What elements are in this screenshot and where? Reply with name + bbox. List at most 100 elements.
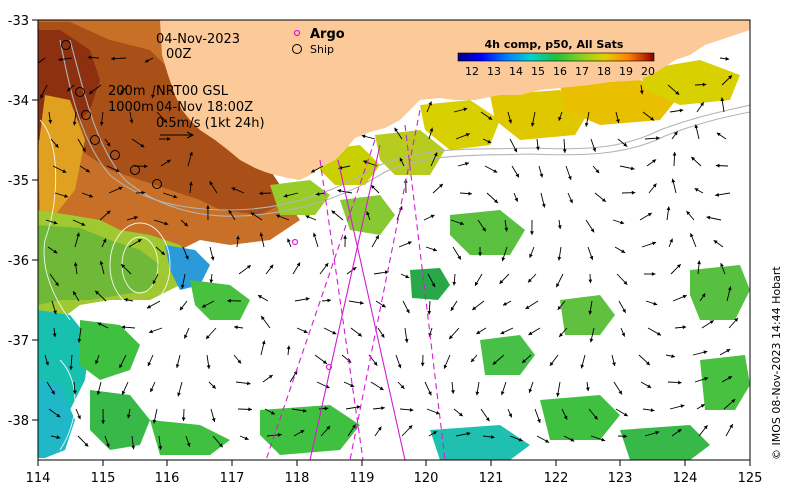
current-vector-head [163,119,168,123]
plot-frame [37,19,751,461]
current-vector-head [147,304,151,309]
current-vector-head [650,408,655,412]
current-vector-head [673,131,678,136]
current-vector-head [406,309,410,314]
current-vector-head [106,210,111,215]
current-vector-head [327,298,331,303]
current-vector-head [121,390,126,395]
current-vector-head [490,435,495,439]
current-vector-head [102,238,107,243]
current-vector-head [541,203,546,208]
bathymetry-contours [59,39,750,217]
current-vector-head [563,415,568,420]
current-vector-head [312,232,317,237]
current-vector-head [363,160,368,164]
x-tick-label: 115 [91,471,116,486]
current-vector-head [639,90,644,95]
current-vector-head [590,228,595,233]
current-vector-head [557,305,562,310]
colorbar-tick-label: 14 [509,65,523,78]
current-vector-head [518,437,523,442]
current-vector-head [248,407,252,412]
x-tick-label: 120 [414,471,439,486]
current-vector-head [475,391,480,396]
current-vector-head [592,147,597,152]
current-vector-head [478,252,482,256]
current-vector-head [623,434,627,439]
current-vector-head [593,415,598,420]
ship-legend-icon [292,44,302,54]
argo-legend-label: Argo [310,27,345,42]
current-vector-head [167,137,171,141]
current-vector-head [164,221,169,226]
current-vector-head [209,279,214,284]
current-vector-head [45,361,49,366]
current-vector-head [151,94,155,99]
current-vector-head [73,291,77,296]
current-vector-head [133,216,138,220]
credit-text: © IMOS 08-Nov-2023 14:44 Hobart [770,266,783,460]
current-vector-head [679,108,684,113]
scale-label: 0.5m/s (1kt 24h) [156,116,265,131]
current-vector-head [69,366,73,370]
current-vector-head [589,255,594,260]
current-vector-head [703,350,708,355]
current-vector-head [124,298,128,302]
y-axis [32,19,38,421]
current-vector-head [352,424,356,429]
current-vector-head [118,186,123,191]
current-vector-head [227,298,231,303]
current-vector-head [359,300,364,305]
current-vector-head [680,404,685,408]
current-vector-head [569,199,573,204]
current-vector-head [728,75,732,80]
current-vector-head [206,365,211,369]
current-vector-head [488,116,493,120]
current-vector-head [568,175,572,180]
current-vector-head [430,214,435,219]
current-vector-head [678,380,682,385]
current-vector-head [189,151,193,156]
colorbar-tick-label: 20 [641,65,655,78]
current-vector-head [653,301,658,306]
current-vector-head [487,139,492,144]
x-tick-label: 121 [479,471,504,486]
current-vector-head [303,329,308,333]
current-vector-head [366,211,370,216]
current-vector-head [501,257,506,262]
current-vector-head [152,419,157,424]
current-vector-head [400,384,405,389]
depth-200-label: 200m [108,84,145,99]
current-vector-head [647,213,652,217]
current-vector-head [147,362,152,367]
current-vector-head [144,164,148,169]
current-vector-head [499,279,504,284]
current-vector-head [468,191,472,196]
current-vector [38,57,46,64]
current-vector-head [405,274,410,279]
current-vector-head [716,132,721,137]
current-vector-head [584,122,589,127]
current-vector-head [630,166,635,171]
current-vector-head [621,249,626,253]
current-vector-head [322,360,327,364]
current-vector-head [433,152,438,157]
y-tick-label: -35 [8,174,29,189]
current-vector-head [701,293,706,298]
current-vector-head [185,255,189,260]
current-vector-head [48,119,53,124]
current-vector-head [120,90,125,94]
current-vector-head [694,188,699,192]
current-vector-head [408,425,413,430]
current-vector-head [494,199,498,203]
current-vector-head [209,181,214,186]
ship-legend-label: Ship [310,43,334,56]
current-vector-head [56,413,61,418]
current-vectors [38,55,739,450]
product-time-label: 04-Nov 18:00Z [156,100,253,115]
current-vector-head [450,306,455,311]
current-vector-head [73,262,78,266]
current-vector-head [137,239,142,243]
x-tick-label: 117 [220,471,245,486]
current-vector-head [504,227,509,232]
